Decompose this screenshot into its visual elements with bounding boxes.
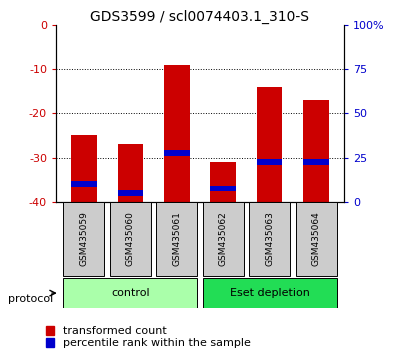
Bar	[164, 150, 190, 156]
Text: GSM435061: GSM435061	[172, 211, 181, 267]
Text: GSM435062: GSM435062	[219, 212, 228, 266]
Bar	[303, 159, 329, 165]
Bar	[257, 87, 282, 202]
Text: control: control	[111, 288, 150, 298]
Bar	[64, 278, 197, 308]
Text: Eset depletion: Eset depletion	[230, 288, 310, 298]
Title: GDS3599 / scl0074403.1_310-S: GDS3599 / scl0074403.1_310-S	[90, 10, 310, 24]
Bar	[303, 100, 329, 202]
Bar	[164, 65, 190, 202]
Bar	[118, 190, 143, 196]
Text: protocol: protocol	[8, 294, 53, 304]
Bar	[296, 202, 336, 276]
Text: GSM435064: GSM435064	[312, 212, 321, 266]
Bar	[64, 202, 104, 276]
Text: GSM435063: GSM435063	[265, 211, 274, 267]
Bar	[257, 159, 282, 165]
Bar	[118, 144, 143, 202]
Bar	[203, 278, 336, 308]
Legend: transformed count, percentile rank within the sample: transformed count, percentile rank withi…	[46, 326, 251, 348]
Text: GSM435059: GSM435059	[79, 211, 88, 267]
Bar	[210, 186, 236, 191]
Bar	[210, 162, 236, 202]
Bar	[71, 182, 97, 187]
Bar	[71, 136, 97, 202]
Text: GSM435060: GSM435060	[126, 211, 135, 267]
Bar	[203, 202, 244, 276]
Bar	[156, 202, 197, 276]
Bar	[249, 202, 290, 276]
Bar	[110, 202, 151, 276]
